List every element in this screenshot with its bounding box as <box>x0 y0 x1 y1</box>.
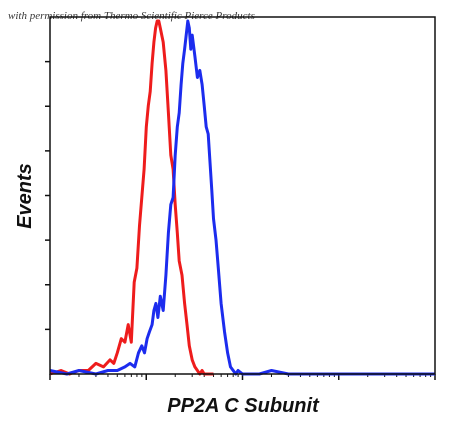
plot-frame <box>49 16 436 375</box>
axis-ticks <box>45 60 436 380</box>
x-axis-title: PP2A C Subunit <box>167 395 320 417</box>
permission-credit: with permission from Thermo Scientific P… <box>8 10 255 22</box>
y-axis-title: Events <box>14 163 36 229</box>
histogram-series <box>49 19 435 376</box>
series-line-1 <box>49 19 214 376</box>
series-line-2 <box>49 19 435 376</box>
